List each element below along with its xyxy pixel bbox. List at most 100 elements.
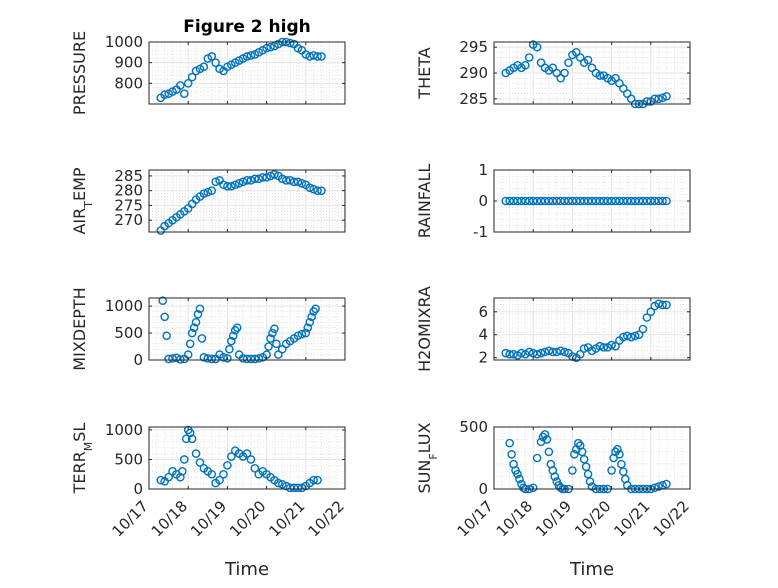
data-point <box>579 344 589 353</box>
data-point <box>215 475 224 485</box>
y-axis-label-subscript: M <box>82 442 95 452</box>
data-point <box>297 178 307 188</box>
data-point <box>187 328 197 338</box>
data-point <box>246 51 256 60</box>
y-axis-label: THETA <box>415 47 434 99</box>
data-point <box>638 324 648 334</box>
axes-box <box>493 426 691 490</box>
data-point <box>317 186 326 195</box>
data-point <box>662 479 671 489</box>
data-point <box>270 324 279 334</box>
data-point <box>285 38 295 48</box>
data-point <box>573 438 583 448</box>
data-point <box>162 331 171 341</box>
x-tick-label: 10/22 <box>305 497 348 540</box>
y-axis-label: PRESSURE <box>70 31 89 115</box>
axes-box <box>493 297 691 361</box>
data-point <box>305 317 315 327</box>
data-point <box>513 469 522 479</box>
data-point <box>515 474 524 484</box>
data-point <box>223 181 232 191</box>
data-point <box>274 350 283 359</box>
data-point <box>662 196 671 206</box>
data-point <box>164 472 173 482</box>
data-point <box>293 177 303 187</box>
data-point <box>521 60 530 70</box>
y-tick-label: 2 <box>478 349 488 367</box>
y-tick-label: 1000 <box>105 33 143 51</box>
y-tick-label: 285 <box>114 167 143 185</box>
data-point <box>178 466 187 476</box>
data-point <box>528 483 538 493</box>
y-axis-label-main: PRESSURE <box>70 31 89 115</box>
data-point <box>583 55 593 65</box>
data-point <box>615 449 624 459</box>
data-point <box>185 428 195 438</box>
data-point <box>579 454 589 464</box>
data-point <box>509 349 518 359</box>
data-point <box>626 332 636 342</box>
y-axis-label-main: MIXDEPTH <box>70 287 89 370</box>
data-point <box>160 312 169 322</box>
x-tick-label: 10/19 <box>532 497 575 540</box>
data-point <box>662 91 671 101</box>
data-point <box>619 467 628 476</box>
data-point <box>250 464 260 473</box>
data-point <box>505 438 514 448</box>
data-point <box>168 354 177 363</box>
data-point <box>164 354 173 364</box>
data-point <box>193 309 203 319</box>
y-tick-label: 4 <box>478 326 488 344</box>
data-point <box>595 71 605 80</box>
x-tick-label: 10/17 <box>454 497 497 540</box>
x-tick-label: 10/18 <box>493 497 536 540</box>
data-point <box>289 177 299 187</box>
data-point <box>658 93 667 103</box>
y-tick-label: 500 <box>114 324 143 342</box>
data-point <box>264 342 273 351</box>
y-tick-label: 1 <box>478 161 488 179</box>
data-point <box>254 354 264 363</box>
data-point <box>242 52 252 61</box>
y-axis-label: TERRMSL <box>70 423 95 495</box>
y-tick-label: 1000 <box>105 421 143 439</box>
data-point <box>311 304 320 314</box>
data-point <box>581 462 591 471</box>
data-point <box>507 449 516 459</box>
x-tick-label: 10/21 <box>265 497 308 540</box>
data-point <box>585 477 595 486</box>
data-point <box>607 466 616 475</box>
data-point <box>297 329 307 339</box>
data-point <box>544 447 554 457</box>
data-point <box>207 469 217 479</box>
y-axis-label: RAINFALL <box>415 164 434 239</box>
data-point <box>532 453 542 463</box>
data-point <box>654 94 663 104</box>
data-point <box>505 349 514 359</box>
data-point <box>575 349 585 359</box>
data-point <box>568 466 577 475</box>
data-point <box>599 343 609 352</box>
data-point <box>662 300 671 310</box>
data-point <box>211 177 220 187</box>
data-point <box>158 296 168 305</box>
data-point <box>517 348 526 358</box>
y-axis-label-tail: LUX <box>415 422 434 453</box>
y-axis-label-tail: EMP <box>70 167 89 201</box>
data-point <box>313 186 322 195</box>
x-tick-label: 10/17 <box>109 497 152 540</box>
x-tick-label: 10/22 <box>650 497 693 540</box>
y-tick-label: 1000 <box>105 297 143 315</box>
data-point <box>191 449 201 458</box>
y-axis-label: AIRTEMP <box>70 167 95 234</box>
data-point <box>189 323 199 332</box>
data-point <box>242 449 252 458</box>
data-point <box>266 334 275 343</box>
data-point <box>179 455 189 464</box>
axes-box <box>148 169 346 233</box>
y-axis-label-main: AIR <box>70 208 89 235</box>
data-point <box>266 42 275 52</box>
data-point <box>272 339 281 349</box>
data-point <box>246 455 256 464</box>
data-point <box>524 347 534 357</box>
